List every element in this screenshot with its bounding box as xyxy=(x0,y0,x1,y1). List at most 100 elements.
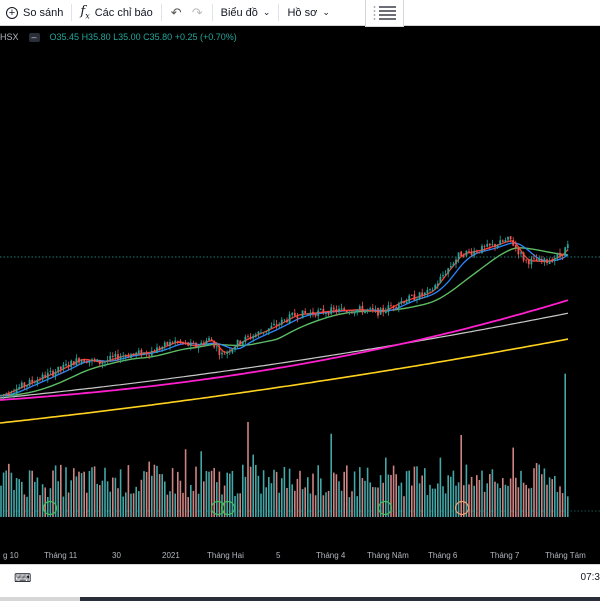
volume-bar xyxy=(366,467,369,517)
chart-type-button[interactable]: Biểu đồ ⌄ xyxy=(215,0,277,25)
scrollbar-thumb[interactable] xyxy=(80,597,600,601)
candle-body xyxy=(499,240,502,246)
volume-bar xyxy=(317,465,319,517)
candle-body xyxy=(31,379,34,383)
candle-body xyxy=(239,340,242,344)
candle-body xyxy=(535,258,538,262)
undo-icon[interactable]: ↶ xyxy=(170,4,182,20)
candle-body xyxy=(41,374,44,380)
volume-bar xyxy=(439,457,442,517)
candle-body xyxy=(96,359,99,362)
candle-body xyxy=(130,354,132,359)
volume-bar xyxy=(437,483,439,517)
candle-body xyxy=(530,258,533,265)
profile-button[interactable]: Hồ sơ ⌄ xyxy=(281,0,335,25)
volume-bar xyxy=(494,481,496,517)
volume-bar xyxy=(8,463,10,517)
volume-bar xyxy=(335,474,338,517)
candle-body xyxy=(18,386,21,390)
toolbar-divider xyxy=(160,4,162,21)
volume-bar xyxy=(106,481,109,517)
volume-bar xyxy=(223,485,226,517)
candle-body xyxy=(91,359,93,362)
volume-bar xyxy=(210,470,213,517)
candle-body xyxy=(408,295,411,302)
volume-bar xyxy=(231,470,234,517)
moving-average-layer xyxy=(0,240,569,424)
volume-bar xyxy=(382,482,384,517)
time-axis-label: Tháng 6 xyxy=(428,551,458,560)
drawing-list-button[interactable] xyxy=(365,0,404,27)
horizontal-scrollbar[interactable] xyxy=(0,597,600,601)
time-axis-label: Tháng Tám xyxy=(545,551,586,560)
volume-bar xyxy=(190,485,192,517)
volume-bar xyxy=(452,470,455,517)
volume-bar xyxy=(496,483,499,517)
volume-bar xyxy=(530,487,533,517)
volume-bar xyxy=(361,478,364,517)
candle-body xyxy=(561,255,564,256)
date-range-icon[interactable]: ⌨ xyxy=(14,571,32,585)
volume-bar xyxy=(444,493,447,517)
volume-bar xyxy=(21,481,23,517)
candle-body xyxy=(496,245,499,248)
candle-body xyxy=(280,319,283,325)
candle-body xyxy=(72,361,75,366)
volume-bar xyxy=(528,488,530,517)
volume-bar xyxy=(418,483,421,517)
candle-body xyxy=(83,359,86,363)
volume-bar xyxy=(379,475,382,517)
price-chart[interactable] xyxy=(0,44,600,547)
volume-bar xyxy=(286,487,288,517)
candle-body xyxy=(111,355,114,357)
collapse-icon[interactable]: – xyxy=(28,32,40,42)
volume-bar xyxy=(369,482,371,517)
candle-body xyxy=(452,263,455,266)
compare-button[interactable]: + So sánh xyxy=(0,0,69,25)
volume-bar xyxy=(166,494,169,517)
indicators-button[interactable]: fx Các chỉ báo xyxy=(74,0,158,25)
candle-body xyxy=(179,340,182,343)
top-toolbar: + So sánh fx Các chỉ báo ↶ ↷ Biểu đồ ⌄ H… xyxy=(0,0,600,26)
candle-body xyxy=(418,292,421,300)
volume-bar xyxy=(255,464,257,517)
candle-body xyxy=(330,307,333,315)
volume-bar xyxy=(421,475,423,517)
candle-body xyxy=(522,252,525,261)
volume-bar xyxy=(67,492,70,517)
volume-bar xyxy=(348,497,351,517)
volume-bar xyxy=(260,493,262,517)
volume-bar xyxy=(338,481,340,517)
candle-body xyxy=(267,328,270,332)
volume-bar xyxy=(411,485,413,517)
event-marker-icon xyxy=(454,500,470,516)
candle-body xyxy=(148,354,151,356)
volume-bar xyxy=(541,474,543,517)
candle-body xyxy=(145,352,148,355)
volume-bar xyxy=(265,487,267,517)
redo-icon[interactable]: ↷ xyxy=(191,4,203,20)
compare-label: So sánh xyxy=(23,6,64,19)
candle-body xyxy=(540,259,543,262)
volume-bar xyxy=(327,490,330,517)
volume-bar xyxy=(138,491,140,517)
candle-body xyxy=(470,251,473,255)
candle-body xyxy=(2,394,5,396)
volume-bar xyxy=(122,496,124,517)
candle-body xyxy=(465,250,468,256)
candle-body xyxy=(319,309,322,310)
candle-body xyxy=(312,311,314,315)
candle-body xyxy=(13,392,15,394)
candle-body xyxy=(488,243,491,246)
symbol-label[interactable]: HSX xyxy=(0,32,19,42)
volume-bar xyxy=(247,421,249,517)
moving-average-magenta xyxy=(0,299,569,401)
volume-bar xyxy=(273,469,275,517)
candle-body xyxy=(293,312,296,316)
volume-bar xyxy=(398,485,400,517)
volume-bar xyxy=(23,494,26,517)
candle-body xyxy=(156,347,158,353)
volume-bar xyxy=(325,492,327,517)
volume-bar xyxy=(252,454,254,517)
candle-body xyxy=(366,309,369,311)
